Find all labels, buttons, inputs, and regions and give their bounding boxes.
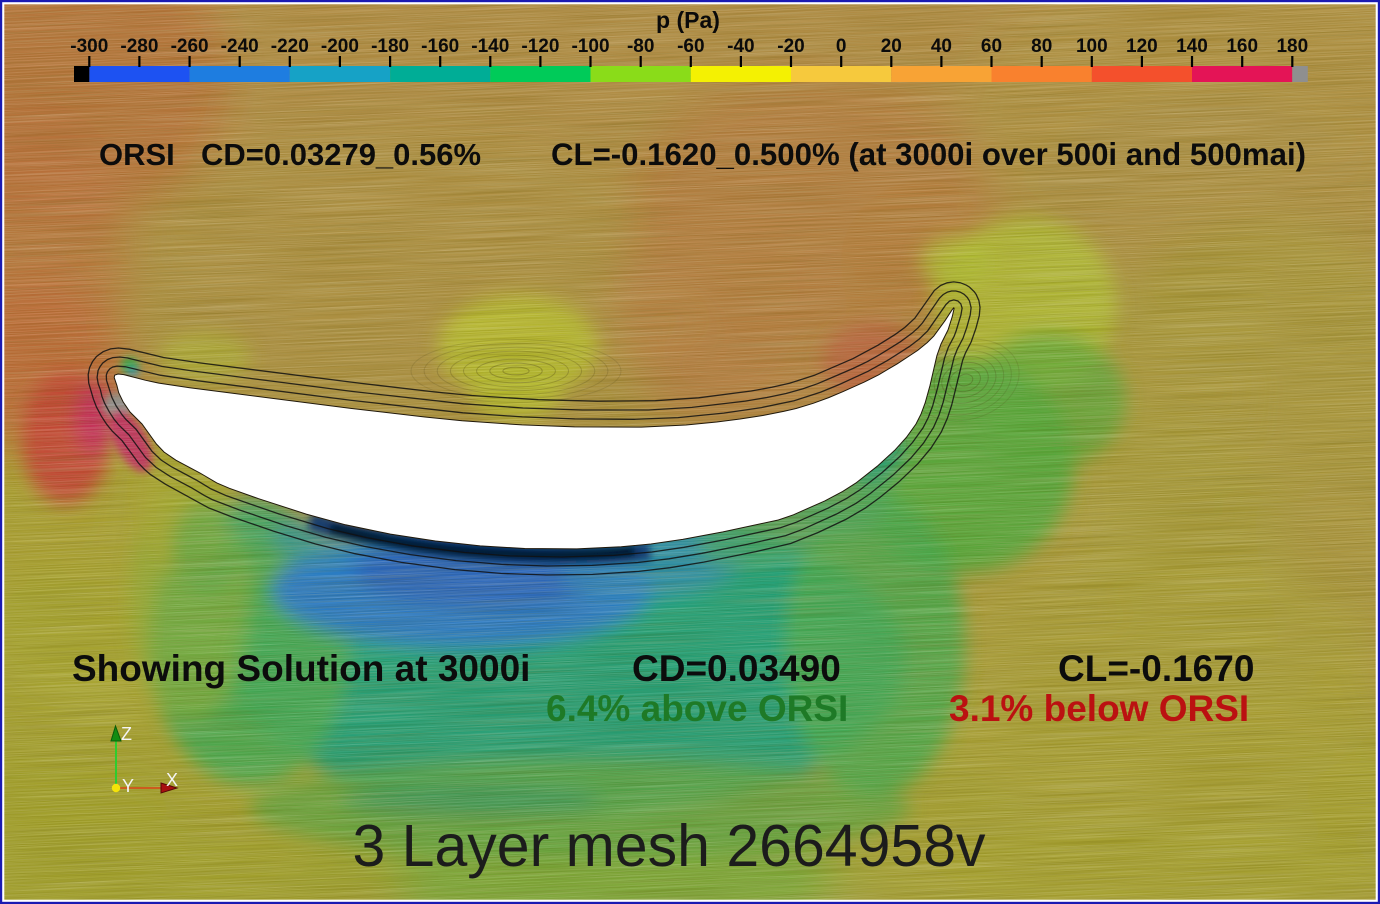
svg-text:-140: -140 bbox=[471, 36, 509, 57]
svg-text:Y: Y bbox=[122, 776, 134, 796]
svg-text:-220: -220 bbox=[271, 36, 309, 57]
svg-text:Z: Z bbox=[121, 724, 132, 744]
svg-text:6.4% above ORSI: 6.4% above ORSI bbox=[546, 688, 848, 729]
svg-text:0: 0 bbox=[836, 36, 847, 57]
svg-text:CD=0.03490: CD=0.03490 bbox=[632, 648, 841, 689]
svg-text:-160: -160 bbox=[421, 36, 459, 57]
svg-text:-200: -200 bbox=[321, 36, 359, 57]
svg-text:p (Pa): p (Pa) bbox=[656, 7, 720, 33]
svg-text:Showing Solution at 3000i: Showing Solution at 3000i bbox=[72, 648, 530, 689]
svg-text:CD=0.03279_0.56%: CD=0.03279_0.56% bbox=[201, 137, 481, 172]
svg-text:180: 180 bbox=[1276, 36, 1308, 57]
svg-text:160: 160 bbox=[1226, 36, 1258, 57]
svg-text:40: 40 bbox=[931, 36, 952, 57]
svg-text:-260: -260 bbox=[171, 36, 209, 57]
svg-text:-20: -20 bbox=[777, 36, 804, 57]
svg-text:-180: -180 bbox=[371, 36, 409, 57]
svg-text:CL=-0.1670: CL=-0.1670 bbox=[1058, 648, 1254, 689]
svg-text:-280: -280 bbox=[120, 36, 158, 57]
svg-text:X: X bbox=[166, 770, 178, 790]
svg-text:100: 100 bbox=[1076, 36, 1108, 57]
svg-text:ORSI: ORSI bbox=[99, 137, 175, 172]
svg-text:-80: -80 bbox=[627, 36, 654, 57]
svg-text:3.1% below ORSI: 3.1% below ORSI bbox=[949, 688, 1249, 729]
svg-text:CL=-0.1620_0.500% (at 3000i ov: CL=-0.1620_0.500% (at 3000i over 500i an… bbox=[551, 137, 1306, 172]
svg-text:-40: -40 bbox=[727, 36, 754, 57]
svg-text:140: 140 bbox=[1176, 36, 1208, 57]
svg-text:80: 80 bbox=[1031, 36, 1052, 57]
svg-text:-300: -300 bbox=[70, 36, 108, 57]
svg-text:-100: -100 bbox=[571, 36, 609, 57]
svg-text:-60: -60 bbox=[677, 36, 704, 57]
svg-text:120: 120 bbox=[1126, 36, 1158, 57]
svg-text:-240: -240 bbox=[221, 36, 259, 57]
svg-text:-120: -120 bbox=[521, 36, 559, 57]
svg-text:20: 20 bbox=[881, 36, 902, 57]
svg-text:3 Layer mesh 2664958v: 3 Layer mesh 2664958v bbox=[352, 813, 986, 879]
svg-text:60: 60 bbox=[981, 36, 1002, 57]
